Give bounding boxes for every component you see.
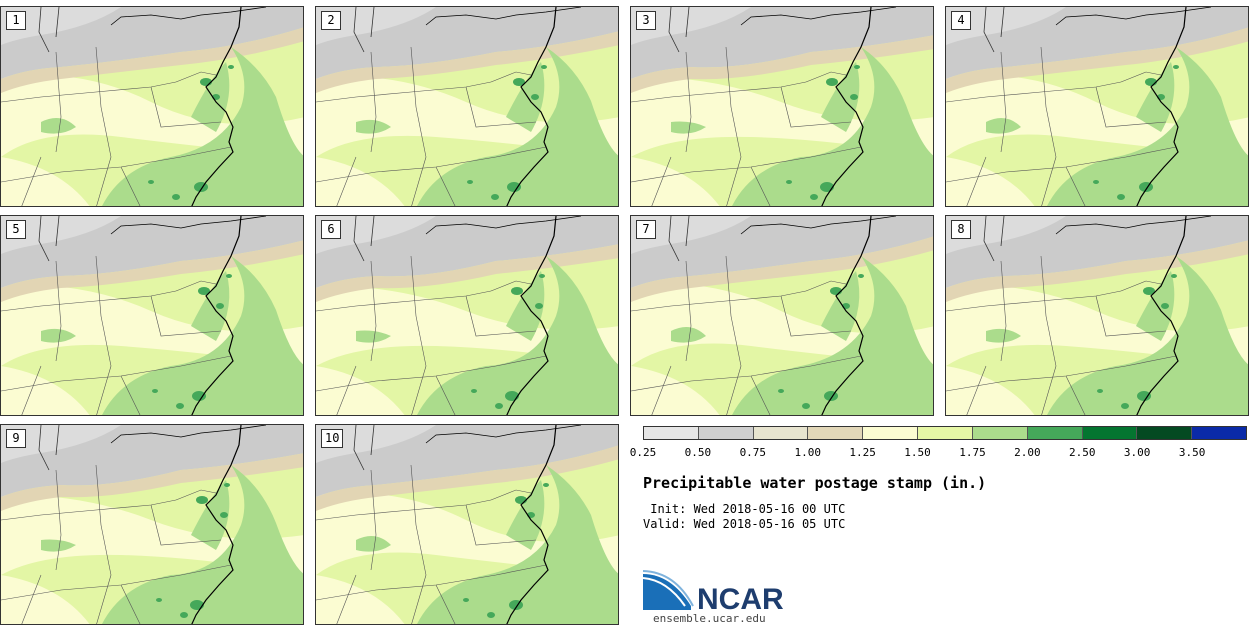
colorbar-tick-label: 3.50 (1178, 446, 1206, 459)
colorbar-segment (753, 427, 809, 439)
colorbar-tick-label: 0.25 (629, 446, 657, 459)
panel-number: 10 (321, 429, 344, 448)
colorbar-tick-label: 1.75 (959, 446, 986, 459)
panel-number: 2 (321, 11, 341, 30)
panel-number: 1 (6, 11, 26, 30)
logo-url: ensemble.ucar.edu (653, 612, 766, 625)
postage-stamp-panel: 10 (315, 424, 619, 625)
colorbar-tick-label: 0.75 (739, 446, 767, 459)
colorbar-segment (644, 427, 699, 439)
postage-stamp-panel: 4 (945, 6, 1249, 207)
colorbar (643, 426, 1247, 440)
panel-number: 4 (951, 11, 971, 30)
colorbar-tick-label: 3.00 (1123, 446, 1151, 459)
ncar-logo: NCAR (643, 570, 784, 615)
postage-stamp-panel: 3 (630, 6, 934, 207)
colorbar-segment (1082, 427, 1138, 439)
colorbar-tick-label: 1.25 (849, 446, 876, 459)
colorbar-tick-label: 2.00 (1014, 446, 1041, 459)
colorbar-segment (698, 427, 754, 439)
panel-number: 7 (636, 220, 656, 239)
postage-stamp-panel: 2 (315, 6, 619, 207)
postage-stamp-panel: 7 (630, 215, 934, 416)
colorbar-ticks: 0.25 0.50 0.75 1.00 1.25 1.50 1.75 2.00 2.50 3.00… (630, 446, 1260, 460)
panel-number: 5 (6, 220, 26, 239)
postage-stamp-panel: 5 (0, 215, 304, 416)
colorbar-segment (1192, 427, 1246, 439)
postage-stamp-panel: 9 (0, 424, 304, 625)
colorbar-segment (1137, 427, 1193, 439)
ncar-logo-text: NCAR (697, 583, 784, 615)
panel-number: 3 (636, 11, 656, 30)
colorbar-tick-label: 1.00 (794, 446, 821, 459)
colorbar-segment (972, 427, 1028, 439)
panel-number: 9 (6, 429, 26, 448)
map-title: Precipitable water postage stamp (in.) (643, 474, 987, 492)
colorbar-segment (808, 427, 864, 439)
colorbar-tick-label: 2.50 (1069, 446, 1096, 459)
postage-stamp-panel: 6 (315, 215, 619, 416)
colorbar-tick-label: 0.50 (684, 446, 712, 459)
valid-time: Valid: Wed 2018-05-16 05 UTC (643, 517, 846, 531)
colorbar-tick-label: 1.50 (904, 446, 931, 459)
postage-stamp-panel: 8 (945, 215, 1249, 416)
init-time: Init: Wed 2018-05-16 00 UTC (643, 502, 846, 516)
panel-number: 8 (951, 220, 971, 239)
colorbar-segment (1027, 427, 1083, 439)
panel-number: 6 (321, 220, 341, 239)
postage-stamp-panel: 1 (0, 6, 304, 207)
colorbar-segment (863, 427, 919, 439)
colorbar-segment (918, 427, 973, 439)
